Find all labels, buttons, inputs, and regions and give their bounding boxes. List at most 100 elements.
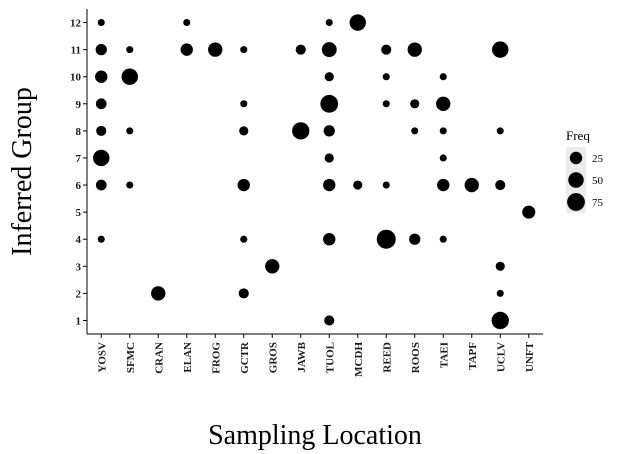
x-tick-label: TAPF — [467, 342, 479, 370]
data-point — [439, 235, 447, 243]
data-point — [324, 153, 334, 163]
data-point — [410, 99, 420, 109]
data-point — [407, 42, 422, 57]
data-point — [492, 41, 509, 58]
data-point — [439, 154, 447, 162]
data-point — [208, 42, 223, 57]
data-point — [323, 233, 336, 246]
legend-label: 50 — [592, 175, 604, 187]
data-point — [93, 149, 110, 167]
data-point — [292, 122, 310, 140]
data-point — [496, 127, 504, 135]
x-tick-label: UCLV — [495, 342, 507, 372]
data-point — [126, 127, 134, 135]
x-tick-label: FROG — [210, 342, 222, 374]
x-tick-label: YOSV — [96, 342, 108, 373]
data-point — [95, 70, 108, 83]
data-point — [295, 44, 306, 55]
data-point — [495, 261, 505, 271]
y-tick-label: 10 — [70, 72, 82, 84]
data-point — [265, 259, 280, 274]
x-tick-label: GROS — [267, 342, 279, 373]
x-tick-label: UNFT — [524, 341, 536, 372]
y-tick-label: 5 — [76, 207, 82, 219]
x-tick-label: SFMC — [125, 342, 137, 373]
data-point — [381, 44, 392, 55]
x-tick-label: REED — [381, 342, 393, 373]
data-point — [382, 100, 390, 108]
legend-title: Freq — [566, 128, 590, 143]
x-tick-label: ROOS — [410, 342, 422, 373]
data-point — [491, 311, 509, 330]
data-point — [240, 46, 248, 54]
axes — [86, 9, 543, 335]
legend-key-dot — [568, 172, 584, 188]
data-point — [409, 233, 421, 245]
data-point — [439, 127, 447, 135]
points-layer — [93, 14, 536, 330]
x-tick-label: TAEI — [438, 342, 450, 368]
legend-label: 25 — [592, 153, 604, 165]
y-tick-label: 9 — [76, 99, 82, 111]
data-point — [97, 18, 105, 27]
x-ticks: YOSV SFMC CRAN ELAN FROG GCTR GROS JAWB TUOL MCDH… — [96, 334, 536, 377]
data-point — [325, 18, 333, 27]
data-point — [522, 205, 536, 219]
data-point — [382, 73, 390, 81]
data-point — [323, 178, 336, 192]
y-tick-label: 6 — [76, 180, 82, 192]
y-tick-label: 3 — [76, 261, 82, 273]
x-tick-label: ELAN — [182, 342, 194, 373]
data-point — [320, 94, 339, 113]
data-point — [95, 43, 107, 56]
data-point — [240, 100, 248, 108]
legend-key-dot — [567, 193, 585, 211]
data-point — [464, 177, 479, 193]
data-point — [239, 126, 249, 136]
x-tick-label: CRAN — [153, 342, 165, 374]
data-point — [495, 179, 506, 191]
x-tick-label: GCTR — [239, 341, 251, 374]
data-point — [180, 43, 193, 56]
data-point — [324, 315, 335, 326]
data-point — [496, 289, 504, 297]
data-point — [95, 179, 107, 191]
y-tick-label: 1 — [76, 315, 82, 327]
data-point — [240, 235, 248, 243]
x-tick-label: JAWB — [296, 341, 308, 372]
x-axis-title: Sampling Location — [208, 420, 422, 451]
data-point — [126, 46, 134, 54]
data-point — [321, 42, 337, 58]
data-point — [323, 125, 335, 137]
data-point — [237, 178, 250, 192]
data-point — [126, 181, 134, 189]
y-tick-label: 8 — [76, 126, 82, 138]
data-point — [95, 98, 107, 110]
data-point — [97, 235, 105, 243]
data-point — [324, 72, 334, 82]
y-tick-label: 2 — [76, 288, 82, 300]
data-point — [238, 288, 249, 299]
data-point — [411, 127, 419, 135]
data-point — [349, 14, 366, 31]
data-point — [121, 68, 138, 85]
size-legend: Freq 25 50 75 — [566, 128, 604, 213]
legend-key-dot — [569, 151, 583, 165]
data-point — [437, 178, 450, 192]
data-point — [183, 18, 191, 27]
data-point — [382, 181, 390, 189]
legend-label: 75 — [592, 197, 604, 209]
y-tick-label: 7 — [76, 153, 82, 165]
data-point — [436, 96, 451, 111]
data-point — [96, 125, 107, 136]
data-point — [439, 73, 447, 81]
y-tick-label: 11 — [71, 45, 81, 57]
data-point — [376, 229, 396, 249]
data-point — [151, 286, 166, 301]
x-tick-label: TUOL — [324, 342, 336, 373]
data-point — [353, 180, 363, 190]
y-tick-label: 4 — [76, 234, 82, 246]
y-tick-label: 12 — [70, 18, 82, 30]
